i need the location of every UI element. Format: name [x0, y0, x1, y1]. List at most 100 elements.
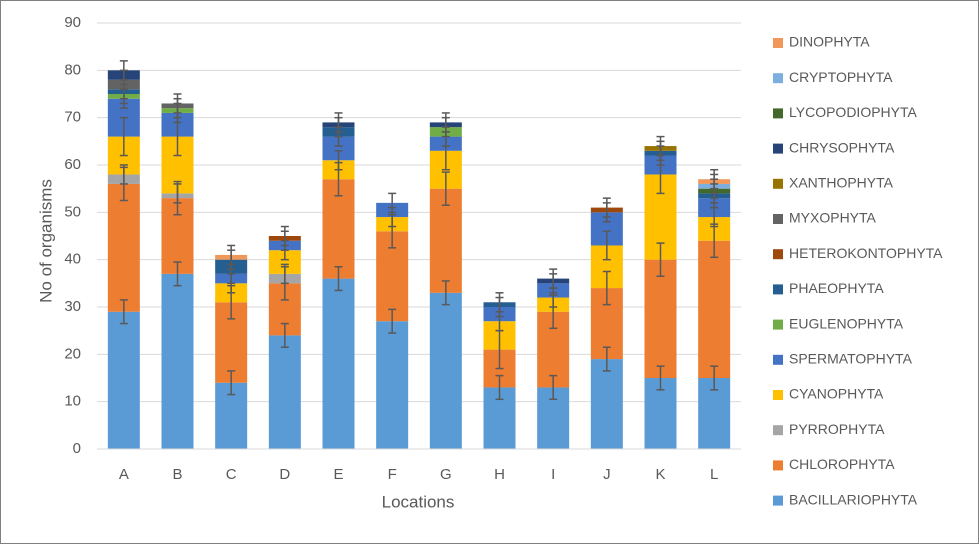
error-bar: [656, 135, 665, 157]
y-tick-label: 20: [64, 345, 81, 362]
legend-swatch: [773, 38, 783, 48]
legend-label: CRYPTOPHYTA: [789, 69, 893, 85]
legend-label: HETEROKONTOPHYTA: [789, 245, 943, 261]
error-bar: [173, 93, 182, 114]
y-tick-label: 90: [64, 14, 81, 31]
legend-swatch: [773, 73, 783, 84]
error-bar: [119, 60, 128, 81]
error-bar: [173, 183, 182, 204]
error-bar: [656, 242, 665, 277]
x-tick-label: G: [440, 466, 452, 483]
bar-segment: [376, 321, 409, 449]
legend-label: DINOPHYTA: [789, 34, 870, 50]
x-tick-label: J: [603, 466, 611, 483]
x-tick-label: E: [333, 466, 343, 483]
y-tick-label: 70: [64, 109, 81, 126]
error-bar: [119, 116, 128, 157]
legend-swatch: [773, 143, 783, 154]
legend-label: MYXOPHYTA: [789, 210, 877, 226]
x-axis-title: Locations: [382, 492, 455, 511]
error-bar: [119, 299, 128, 325]
legend-swatch: [773, 425, 783, 436]
y-axis-title: No of organisms: [36, 179, 55, 303]
x-tick-label: H: [494, 466, 505, 483]
legend-label: EUGLENOPHYTA: [789, 315, 904, 331]
x-tick-label: K: [655, 466, 665, 483]
legend-label: CYANOPHYTA: [789, 386, 884, 402]
error-bar: [173, 261, 182, 287]
x-tick-label: F: [388, 466, 397, 483]
legend-label: CHRYSOPHYTA: [789, 139, 895, 155]
x-tick-label: D: [279, 466, 290, 483]
error-bar: [441, 280, 450, 306]
legend-label: BACILLARIOPHYTA: [789, 491, 918, 507]
y-tick-label: 80: [64, 61, 81, 78]
y-tick-label: 30: [64, 298, 81, 315]
y-tick-label: 50: [64, 203, 81, 220]
x-tick-label: L: [710, 466, 718, 483]
legend-label: SPERMATOPHYTA: [789, 351, 913, 367]
legend-swatch: [773, 214, 783, 224]
legend-label: CHLOROPHYTA: [789, 456, 895, 472]
y-tick-label: 60: [64, 156, 81, 173]
error-bar: [495, 374, 504, 401]
x-tick-label: A: [119, 466, 129, 483]
x-tick-label: C: [226, 466, 237, 483]
legend-label: PYRROPHYTA: [789, 421, 885, 437]
error-bar: [441, 112, 450, 133]
bar-segment: [322, 136, 355, 161]
error-bar: [227, 370, 236, 396]
legend-swatch: [773, 390, 783, 400]
bar-segment: [161, 273, 194, 449]
legend-swatch: [773, 319, 783, 330]
error-bar: [280, 322, 289, 348]
bar-segment: [590, 359, 623, 449]
error-bar: [549, 268, 558, 289]
legend-swatch: [773, 495, 783, 506]
bar-segment: [698, 240, 731, 378]
legend-swatch: [773, 354, 783, 365]
legend-swatch: [773, 284, 783, 295]
error-bar: [280, 263, 289, 285]
error-bar: [495, 292, 504, 313]
x-tick-label: I: [551, 466, 555, 483]
legend-swatch: [773, 108, 783, 119]
bar-segment: [107, 183, 140, 312]
legend-label: PHAEOPHYTA: [789, 280, 884, 296]
error-bar: [388, 192, 397, 214]
error-bar: [602, 270, 611, 306]
y-tick-label: 0: [73, 440, 81, 457]
bar-segment: [429, 188, 462, 293]
bar-segment: [644, 259, 677, 378]
legend-label: LYCOPODIOPHYTA: [789, 104, 918, 120]
error-bar: [710, 168, 719, 190]
error-bar: [656, 365, 665, 391]
bar-segment: [429, 292, 462, 449]
legend-swatch: [773, 178, 783, 189]
bar-segment: [322, 278, 355, 449]
error-bar: [227, 244, 236, 266]
bar-segment: [107, 311, 140, 449]
error-bar: [710, 365, 719, 391]
legend-label: XANTHOPHYTA: [789, 175, 894, 191]
legend-swatch: [773, 249, 783, 260]
error-bar: [334, 266, 343, 292]
error-bar: [602, 346, 611, 372]
error-bar: [388, 308, 397, 334]
bar-segment: [268, 335, 301, 449]
error-bar: [602, 197, 611, 218]
error-bar: [441, 171, 450, 206]
error-bar: [549, 374, 558, 401]
error-bar: [334, 112, 343, 133]
legend-swatch: [773, 460, 783, 471]
y-tick-label: 10: [64, 393, 81, 410]
error-bar: [334, 150, 343, 171]
error-bar: [280, 225, 289, 247]
error-bar: [119, 164, 128, 185]
x-tick-label: B: [172, 466, 182, 483]
bar-segment: [268, 250, 301, 274]
error-bar: [602, 230, 611, 261]
y-tick-label: 40: [64, 251, 81, 268]
